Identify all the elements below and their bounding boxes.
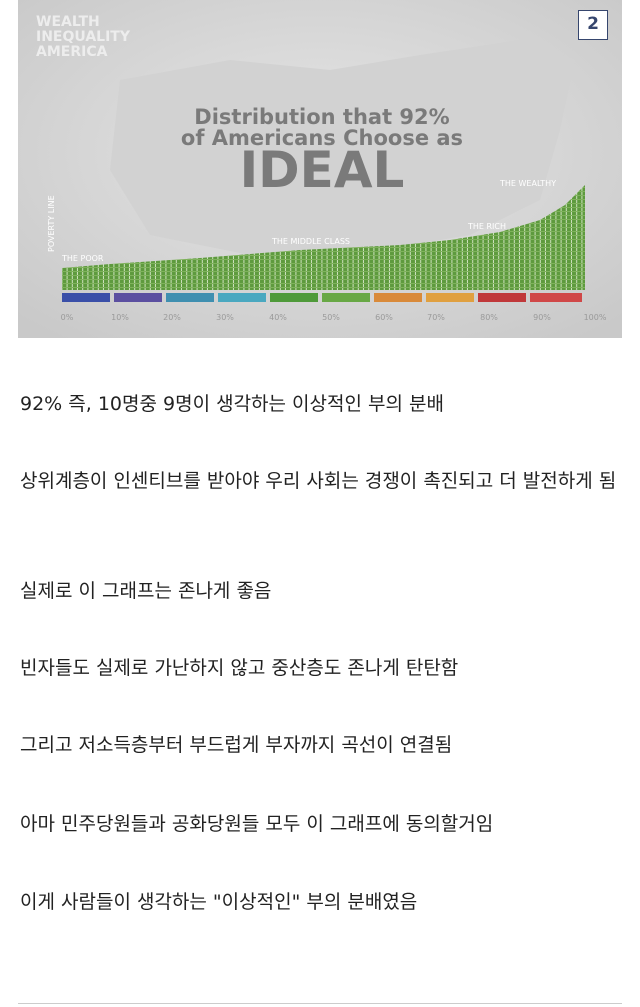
tick-label: 70%	[427, 313, 445, 322]
embedded-image: WEALTH INEQUALITY AMERICA Distribution t…	[18, 0, 622, 338]
paragraph: 빈자들도 실제로 가난하지 않고 중산층도 존나게 탄탄함	[20, 657, 459, 679]
people-group	[426, 293, 474, 302]
paragraph: 이게 사람들이 생각하는 "이상적인" 부의 분배였음	[20, 891, 418, 913]
paragraph: 아마 민주당원들과 공화당원들 모두 이 그래프에 동의할거임	[20, 813, 494, 835]
people-group	[478, 293, 526, 302]
annotation: THE MIDDLE CLASS	[271, 237, 350, 246]
axis-ticks: 0% 10% 20% 30% 40% 50% 60% 70% 80% 90% 1…	[61, 313, 607, 322]
people-group	[374, 293, 422, 302]
image-index-badge: 2	[578, 10, 608, 40]
title-line: of Americans Choose as	[181, 126, 463, 150]
divider	[18, 1003, 622, 1004]
annotations: POVERTY LINE THE POOR THE MIDDLE CLASS T…	[47, 179, 556, 263]
people-row	[62, 293, 582, 302]
annotation: THE POOR	[61, 254, 104, 263]
people-group	[218, 293, 266, 302]
logo-line: AMERICA	[36, 44, 108, 60]
annotation: THE RICH	[467, 222, 506, 231]
image-title: Distribution that 92% of Americans Choos…	[181, 105, 463, 199]
paragraph: 상위계층이 인센티브를 받아야 우리 사회는 경쟁이 촉진되고 더 발전하게 됨	[20, 470, 617, 492]
tick-label: 40%	[269, 313, 287, 322]
paragraph: 92% 즉, 10명중 9명이 생각하는 이상적인 부의 분배	[20, 393, 444, 415]
people-group	[270, 293, 318, 302]
paragraph: 그리고 저소득층부터 부드럽게 부자까지 곡선이 연결됨	[20, 734, 453, 756]
tick-label: 50%	[322, 313, 340, 322]
tick-label: 90%	[533, 313, 551, 322]
title-line: IDEAL	[240, 141, 405, 199]
paragraph: 실제로 이 그래프는 존나게 좋음	[20, 580, 272, 602]
annotation: POVERTY LINE	[47, 195, 56, 252]
logo: WEALTH INEQUALITY AMERICA	[36, 14, 131, 60]
people-group	[322, 293, 370, 302]
title-line: Distribution that 92%	[194, 105, 449, 129]
tick-label: 10%	[111, 313, 129, 322]
tick-label: 60%	[375, 313, 393, 322]
logo-line: WEALTH	[36, 14, 100, 30]
people-group	[166, 293, 214, 302]
logo-line: INEQUALITY	[36, 29, 131, 45]
tick-label: 30%	[216, 313, 234, 322]
people-group	[62, 293, 110, 302]
distribution-bars	[62, 185, 585, 290]
tick-label: 80%	[480, 313, 498, 322]
tick-label: 20%	[163, 313, 181, 322]
tick-label: 100%	[584, 313, 607, 322]
tick-label: 0%	[61, 313, 74, 322]
people-group	[114, 293, 162, 302]
people-group	[530, 293, 582, 302]
map-shape	[110, 40, 575, 255]
annotation: THE WEALTHY	[499, 179, 556, 188]
